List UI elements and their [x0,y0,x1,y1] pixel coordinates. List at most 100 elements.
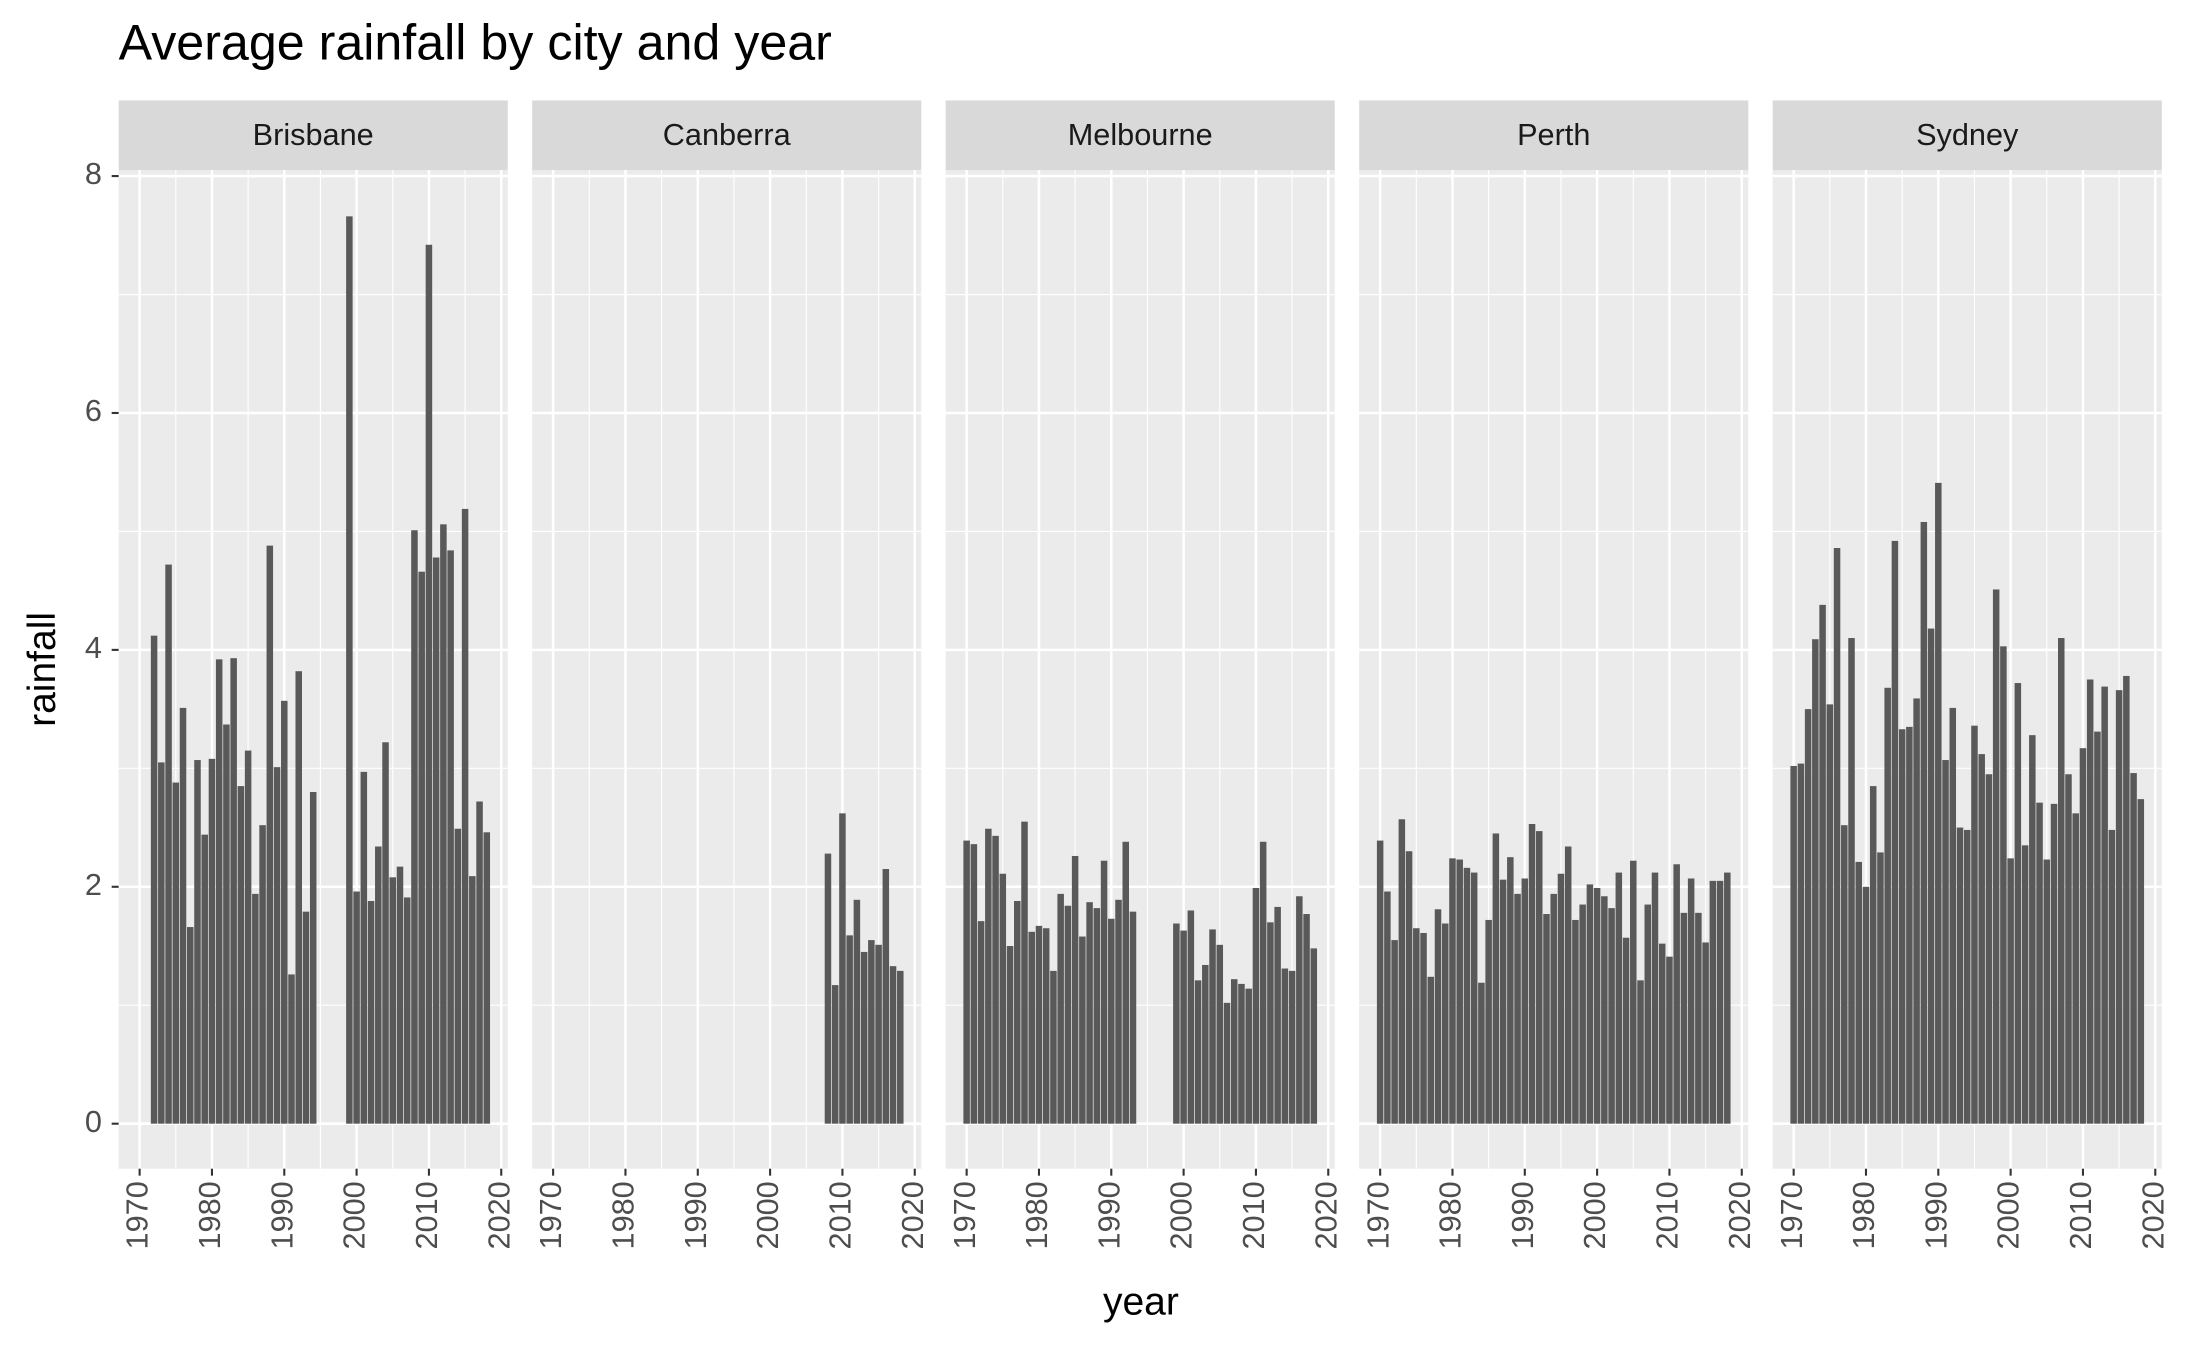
bar [1499,879,1507,1124]
bar [2101,686,2108,1124]
bar [1093,908,1101,1124]
bar [1180,930,1187,1124]
bar [1644,904,1652,1124]
bar [454,828,462,1124]
strip-label: Perth [1517,117,1590,152]
bar [977,921,985,1124]
x-tick-label: 2020 [1308,1181,1343,1249]
bar [1463,867,1471,1124]
y-tick-label: 4 [85,630,102,665]
x-tick-label: 2020 [481,1181,516,1249]
bar [194,760,201,1124]
bar [1514,893,1521,1124]
strip [532,100,922,171]
bar [353,891,360,1124]
y-tick-label: 6 [85,393,102,428]
bar [831,985,839,1124]
bar [1956,827,1964,1124]
bar [1550,893,1557,1124]
bar [839,813,846,1124]
bar [187,927,194,1124]
bar [1035,925,1043,1124]
bar [483,832,491,1124]
bar [897,970,904,1124]
bar [1296,896,1303,1124]
bar [1680,912,1688,1124]
bar [1724,872,1731,1124]
bar [1492,833,1500,1124]
bar [360,771,368,1124]
bar [2058,638,2065,1124]
bar [201,834,208,1124]
x-tick-label: 2000 [750,1181,785,1249]
x-tick-label: 2010 [1236,1181,1271,1249]
bar [1267,922,1274,1124]
bar [1637,980,1644,1124]
bar [1108,918,1115,1124]
bar [1942,760,1949,1124]
x-tick-label: 1980 [1846,1181,1881,1249]
bar [1223,1002,1231,1124]
bar [165,564,172,1124]
bar [244,750,252,1124]
strip-label: Canberra [663,117,792,152]
bar [1920,521,1928,1124]
x-tick-label: 1980 [1019,1181,1054,1249]
bar [1384,891,1391,1124]
bar [469,876,476,1124]
bar [432,557,440,1124]
bar [1949,707,1957,1124]
bar [2115,690,2123,1124]
bar [367,900,375,1124]
bar [1478,982,1485,1124]
bar [1202,964,1209,1124]
bar [860,951,868,1124]
bar [2029,735,2036,1124]
x-axis-title: year [1103,1280,1179,1323]
x-tick-label: 2000 [1577,1181,1612,1249]
bar [1129,911,1137,1124]
bar [1064,905,1072,1124]
x-tick-label: 1970 [533,1181,568,1249]
bar [999,873,1007,1124]
bar [970,844,978,1124]
bar [1470,872,1478,1124]
bar [1057,893,1064,1124]
bar [1456,859,1463,1124]
bar [1245,988,1252,1124]
bar [1862,886,1870,1124]
bar [1804,709,1812,1124]
y-axis-title: rainfall [21,612,64,727]
bar [302,911,310,1124]
bar [476,801,483,1124]
bar [447,550,454,1124]
bar [1687,878,1695,1124]
bar [215,659,223,1124]
y-tick-label: 0 [85,1104,102,1139]
bar [1187,910,1195,1124]
bar [158,762,165,1124]
bar [2079,748,2087,1124]
bar [259,825,266,1124]
bar [1536,831,1543,1124]
bar [992,835,999,1124]
x-tick-label: 2010 [823,1181,858,1249]
bar [1021,821,1028,1124]
bar [1906,726,1913,1124]
x-tick-label: 1990 [1505,1181,1540,1249]
bar [1259,841,1267,1124]
bar [1593,887,1601,1124]
bar [461,508,469,1124]
bar [411,530,418,1124]
bar [1716,880,1724,1124]
bar [1826,704,1834,1124]
bar [875,944,882,1124]
bar [1413,928,1420,1124]
bar [266,545,274,1124]
x-tick-label: 2020 [2135,1181,2170,1249]
bar [1673,864,1680,1124]
bar [1303,914,1310,1124]
bar [2043,859,2051,1124]
bar [1819,604,1826,1124]
x-tick-label: 1980 [192,1181,227,1249]
